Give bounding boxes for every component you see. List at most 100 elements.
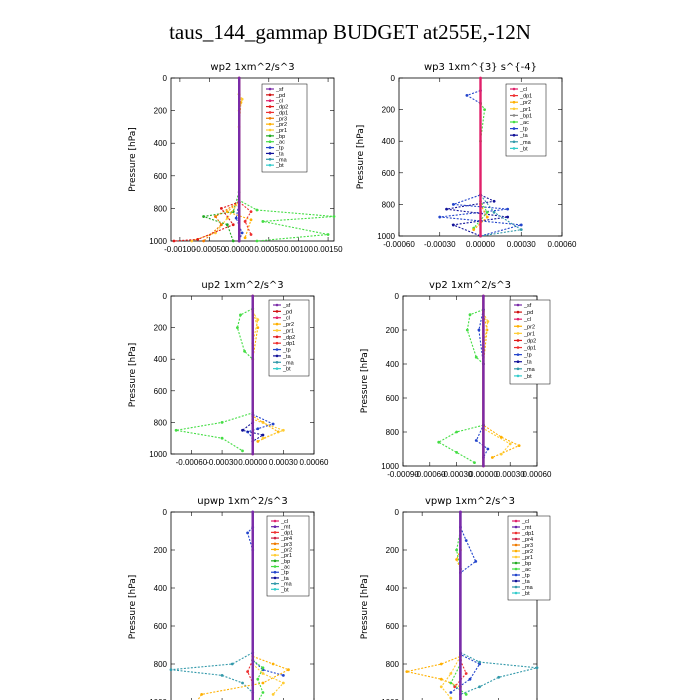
legend-entry: _pr1 [519,107,531,113]
legend-marker [514,573,518,577]
legend-marker [273,542,277,546]
data-point [492,210,496,214]
legend-entry: _tp [280,570,289,576]
legend-marker [273,525,277,528]
legend: _sf_pd_cl_dp2_dp1_pr3_pr2_pr1_bp_ac_tp_t… [261,83,308,173]
x-tick-label: 0.00000 [238,458,267,467]
data-point [473,461,476,464]
y-tick-label: 600 [382,169,396,178]
chart-panel-vp2: vp2 1xm^2/s^3 Pressure [hPa] 0 200 400 600 800… [360,280,552,479]
legend-marker [273,570,277,574]
legend-marker [514,537,518,541]
legend-entry: _ma [521,585,534,591]
legend-entry: _pr2 [523,324,535,330]
data-point [231,223,235,227]
legend-entry: _ac [519,120,529,126]
data-point [251,510,255,514]
legend-marker [268,163,272,167]
x-tick-label: -0.00060 [176,458,208,467]
legend-entry: _cl [275,99,283,105]
y-tick-label: 200 [154,107,168,116]
legend-marker [273,548,277,551]
legend-marker [512,114,516,117]
x-tick-label: 0.00060 [300,458,329,467]
y-axis-label: Pressure [hPa] [356,125,366,190]
panel-title: wp2 1xm^2/s^3 [210,62,294,73]
data-point [243,220,247,223]
legend-entry: _dp1 [280,530,293,536]
legend-marker [275,322,279,326]
data-point [479,234,482,238]
data-point [281,681,285,685]
legend-marker [516,367,520,371]
legend-marker [268,122,272,126]
legend-entry: _bp [521,561,531,567]
data-point [439,677,443,681]
legend-entry: _bp [275,134,285,140]
data-point [220,674,224,677]
legend-entry: _pr2 [521,549,533,555]
data-point [449,696,453,700]
legend-entry: _tp [521,573,530,579]
data-point [219,207,223,210]
data-point [281,428,285,432]
x-tick-label: -0.00030 [206,458,238,467]
series-line-pr2 [406,549,461,688]
legend-entry: _ma [519,140,532,146]
legend-entry: _dp2 [523,338,536,344]
legend-entry: _pr1 [275,128,287,134]
legend-entry: _dp2 [275,105,288,111]
y-tick-label: 800 [154,418,168,427]
data-point [465,328,469,332]
legend-entry: _pr1 [523,331,535,337]
legend-marker [512,140,516,144]
legend-box [507,515,551,601]
data-point [464,693,468,696]
data-point [478,660,481,664]
panel-title: vp2 1xm^2/s^3 [429,280,511,291]
series-line-ta [241,421,265,442]
legend-entry: _ta [523,360,533,366]
data-point [202,239,206,243]
x-tick-label: -0.00060 [383,240,415,249]
data-point [472,228,476,232]
legend-entry: _bt [282,367,291,373]
legend-entry: _pd [275,93,285,99]
plot-frame [170,77,335,242]
data-point [251,452,255,456]
x-tick-label: 0.00060 [523,470,552,479]
legend-marker [512,87,516,91]
y-tick-label: 1000 [149,450,167,459]
series-line-ma [480,194,523,237]
data-point [246,531,250,535]
legend-marker [268,116,272,120]
y-tick-label: 800 [154,204,168,213]
legend-entry: _ac [280,565,290,571]
x-tick-label: -0.00050 [194,245,226,254]
legend-marker [516,324,520,328]
legend-marker [268,87,272,91]
legend-marker [516,339,520,342]
legend-marker [268,105,272,108]
data-point [483,108,486,111]
legend-entry: _ma [523,367,536,373]
data-point [453,685,457,689]
x-tick-label: 0.00030 [507,240,536,249]
x-tick-label: 0.00050 [254,245,283,254]
data-point [455,558,458,561]
legend: _sf_pd_cl_pr2_pr1_dp2_dp1_tp_ta_ma_bt [268,299,310,377]
data-point [439,662,443,666]
legend-entry: _bp1 [519,113,532,119]
x-tick-label: -0.00090 [387,470,419,479]
y-tick-label: 600 [154,622,168,631]
data-point [506,207,510,211]
data-point [477,328,481,332]
y-tick-label: 0 [163,292,168,301]
y-tick-label: 200 [154,324,168,333]
legend-entry: _pr2 [280,547,292,553]
legend-marker [512,100,516,104]
data-point [449,681,453,685]
data-point [214,215,217,218]
legend-entry: _sf [275,87,284,93]
data-point [451,203,455,206]
